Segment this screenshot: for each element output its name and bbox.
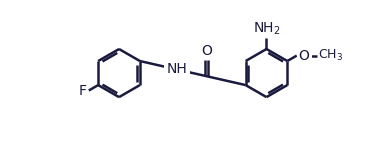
Text: O: O <box>299 49 310 63</box>
Text: CH$_3$: CH$_3$ <box>318 48 343 63</box>
Text: F: F <box>78 84 87 98</box>
Text: NH: NH <box>166 62 187 76</box>
Text: NH$_2$: NH$_2$ <box>253 20 280 37</box>
Text: O: O <box>201 44 212 58</box>
